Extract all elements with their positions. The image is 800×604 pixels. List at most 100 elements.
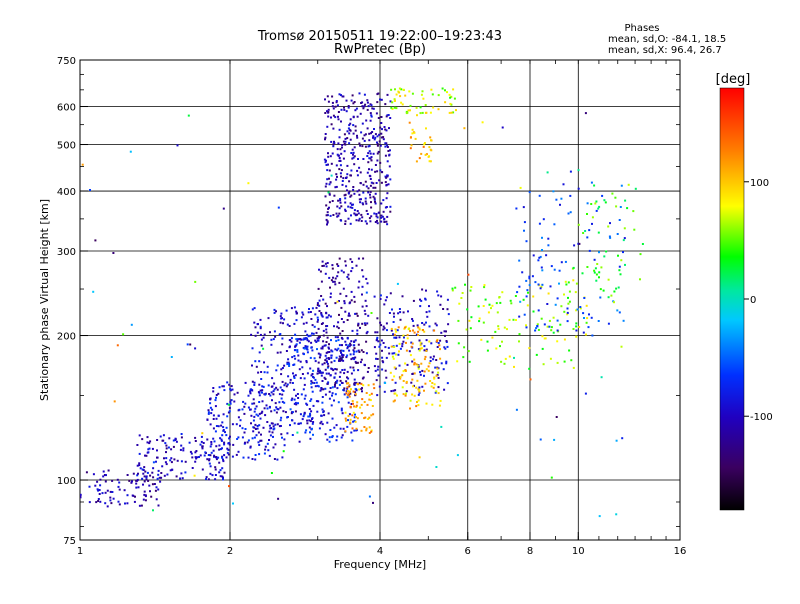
data-point — [334, 302, 337, 305]
data-point — [311, 307, 314, 310]
data-point — [411, 393, 414, 396]
data-point — [399, 347, 402, 350]
data-point — [407, 310, 409, 313]
data-point — [164, 461, 167, 464]
data-point — [347, 401, 350, 404]
data-point — [347, 419, 349, 422]
data-point — [272, 338, 275, 341]
data-point — [221, 456, 223, 459]
data-point — [348, 132, 351, 135]
data-point — [318, 371, 321, 374]
data-point — [337, 347, 340, 350]
data-point — [98, 489, 101, 491]
data-point — [523, 313, 526, 316]
data-point — [306, 339, 309, 342]
data-point — [392, 389, 395, 392]
data-point — [272, 425, 275, 428]
data-point — [359, 361, 362, 364]
data-point — [381, 349, 383, 352]
data-point — [109, 499, 112, 502]
data-point — [548, 319, 551, 322]
data-point — [106, 505, 109, 508]
data-point — [368, 144, 371, 147]
data-point — [441, 87, 444, 90]
data-point — [209, 397, 212, 400]
data-point — [220, 439, 223, 442]
data-point — [326, 169, 329, 172]
data-point — [413, 363, 416, 366]
data-point — [268, 454, 271, 457]
data-point — [523, 221, 526, 224]
data-point — [351, 206, 354, 209]
data-point — [308, 308, 310, 310]
data-point — [85, 471, 88, 474]
data-point — [428, 362, 431, 365]
data-point — [261, 391, 263, 394]
data-point — [350, 270, 353, 273]
data-point — [365, 429, 368, 432]
y-tick-label: 500 — [57, 141, 76, 152]
data-point — [398, 350, 400, 353]
data-point — [311, 427, 313, 430]
data-point — [354, 109, 357, 112]
data-point — [253, 436, 256, 439]
data-point — [497, 325, 500, 328]
data-point — [444, 334, 446, 337]
data-point — [369, 178, 372, 180]
data-point — [513, 356, 515, 359]
data-point — [339, 159, 342, 162]
data-point — [308, 415, 311, 418]
data-point — [96, 480, 99, 483]
data-point — [411, 92, 414, 95]
data-point — [307, 415, 310, 418]
data-point — [199, 454, 202, 457]
data-point — [273, 409, 276, 412]
data-point — [398, 342, 401, 345]
data-point — [337, 115, 339, 118]
data-point — [352, 186, 355, 188]
data-point — [377, 117, 380, 119]
data-point — [358, 92, 361, 95]
data-point — [351, 157, 354, 160]
data-point — [360, 412, 363, 415]
data-point — [322, 388, 325, 391]
data-point — [279, 419, 282, 422]
data-point — [316, 316, 319, 319]
data-point — [209, 423, 212, 426]
data-point — [322, 329, 325, 332]
data-point — [374, 164, 377, 166]
data-point — [429, 380, 432, 382]
data-point — [370, 104, 373, 107]
data-point — [300, 393, 303, 396]
data-point — [233, 393, 236, 396]
data-point — [384, 369, 387, 372]
data-point — [209, 402, 212, 405]
data-point — [310, 374, 313, 377]
data-point — [560, 197, 563, 200]
data-point — [324, 359, 327, 362]
data-point — [626, 207, 629, 210]
data-point — [355, 406, 358, 408]
data-point — [328, 390, 331, 393]
data-point — [331, 152, 334, 155]
data-point — [469, 289, 472, 292]
data-point — [598, 271, 601, 274]
data-point — [360, 349, 363, 352]
data-point — [317, 361, 320, 364]
data-point — [443, 330, 446, 333]
data-point — [550, 476, 553, 479]
data-point — [464, 283, 466, 286]
data-point — [255, 413, 258, 416]
data-point — [444, 347, 447, 350]
data-point — [437, 294, 440, 297]
data-point — [334, 368, 337, 370]
data-point — [328, 351, 331, 353]
data-point — [532, 295, 535, 298]
y-tick-label: 200 — [57, 332, 76, 343]
data-point — [327, 412, 330, 415]
data-point — [272, 390, 275, 393]
data-point — [384, 181, 387, 184]
data-point — [338, 344, 341, 347]
data-point — [406, 363, 409, 366]
data-point — [558, 269, 561, 272]
